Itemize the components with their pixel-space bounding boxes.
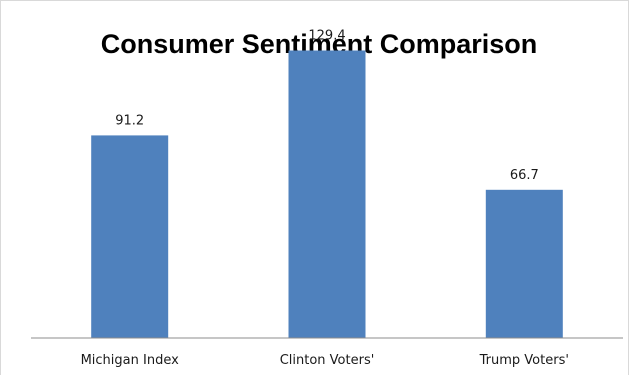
data-label: 66.7 [510, 168, 539, 183]
category-tick-label: Trump Voters' [479, 353, 569, 368]
category-tick-label: Michigan Index [81, 353, 180, 368]
bar [91, 135, 169, 338]
labels-layer: 91.2 Michigan Index 129.4 Clinton Voters' 66… [81, 29, 569, 369]
category-tick-label: Clinton Voters' [280, 353, 375, 368]
bar [485, 189, 563, 338]
data-label: 129.4 [308, 29, 345, 44]
bars-layer [91, 50, 563, 338]
bar [288, 50, 366, 338]
data-label: 91.2 [115, 113, 144, 128]
